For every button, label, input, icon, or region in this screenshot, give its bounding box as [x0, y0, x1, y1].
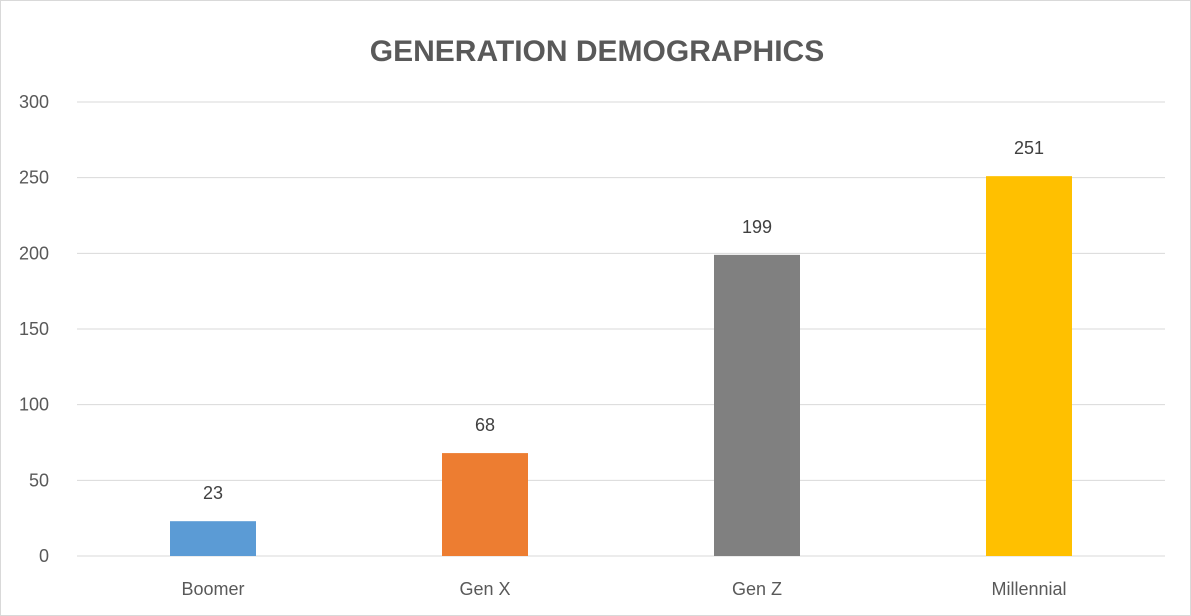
- chart-title: GENERATION DEMOGRAPHICS: [370, 35, 824, 68]
- x-tick-label: Gen X: [459, 579, 510, 599]
- x-tick-label: Gen Z: [732, 579, 782, 599]
- y-tick-label: 300: [19, 92, 49, 112]
- bar: [714, 254, 800, 556]
- y-tick-label: 150: [19, 319, 49, 339]
- data-label: 68: [475, 415, 495, 435]
- y-tick-label: 200: [19, 243, 49, 263]
- bar: [442, 453, 528, 556]
- data-label: 199: [742, 217, 772, 237]
- bar: [170, 521, 256, 556]
- y-tick-label: 250: [19, 168, 49, 188]
- data-label: 23: [203, 483, 223, 503]
- x-axis-ticks: Boomer Gen X Gen Z Millennial: [181, 579, 1066, 599]
- y-axis-ticks: 0 50 100 150 200 250 300: [19, 92, 49, 566]
- y-tick-label: 50: [29, 470, 49, 490]
- data-labels: 23 68 199 251: [203, 138, 1044, 503]
- data-label: 251: [1014, 138, 1044, 158]
- bar: [986, 176, 1072, 557]
- x-tick-label: Boomer: [181, 579, 244, 599]
- bars: [170, 176, 1072, 557]
- x-tick-label: Millennial: [991, 579, 1066, 599]
- y-tick-label: 100: [19, 395, 49, 415]
- gridlines: [77, 101, 1165, 557]
- y-tick-label: 0: [39, 546, 49, 566]
